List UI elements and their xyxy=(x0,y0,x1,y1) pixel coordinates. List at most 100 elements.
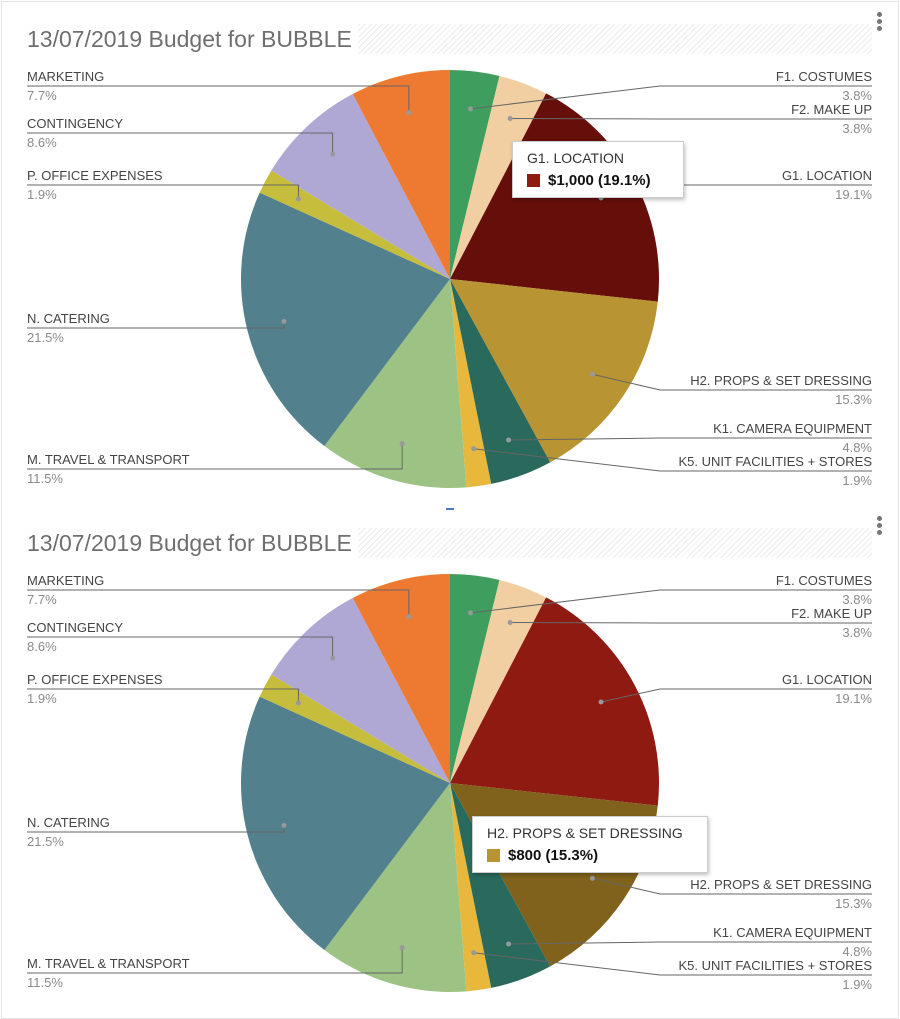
leader-dot xyxy=(281,318,287,324)
slice-percent: 8.6% xyxy=(27,135,57,150)
leader-dot xyxy=(467,106,473,112)
leader-dot xyxy=(295,196,301,202)
leader-dot xyxy=(506,941,512,947)
leader-dot xyxy=(281,822,287,828)
slice-percent: 21.5% xyxy=(27,834,64,849)
slice-percent: 1.9% xyxy=(842,977,872,992)
leader-dot xyxy=(399,945,405,951)
slice-percent: 11.5% xyxy=(27,471,63,486)
slice-label: M. TRAVEL & TRANSPORT xyxy=(27,956,190,971)
chart-title: 13/07/2019 Budget for BUBBLE xyxy=(27,528,358,558)
tooltip-title: H2. PROPS & SET DRESSING xyxy=(487,825,683,841)
slice-percent: 3.8% xyxy=(842,121,872,136)
leader-line xyxy=(470,85,872,110)
leader-dot xyxy=(467,610,473,616)
slice-label: P. OFFICE EXPENSES xyxy=(27,168,163,183)
leader-line xyxy=(27,947,403,974)
pie-slice[interactable] xyxy=(450,574,500,783)
leader-dot xyxy=(295,700,301,706)
pie-slice[interactable] xyxy=(450,783,492,992)
slice-percent: 19.1% xyxy=(835,691,872,706)
more-options-icon[interactable] xyxy=(872,514,886,540)
leader-line xyxy=(592,373,872,391)
chart-title-bar: 13/07/2019 Budget for BUBBLE xyxy=(27,528,872,558)
leader-dot xyxy=(589,371,595,377)
slice-percent: 21.5% xyxy=(27,330,64,345)
pie-slice[interactable] xyxy=(240,696,450,951)
slice-label: K1. CAMERA EQUIPMENT xyxy=(713,925,872,940)
leader-dot xyxy=(598,699,604,705)
slice-percent: 15.3% xyxy=(835,896,872,911)
chart-title: 13/07/2019 Budget for BUBBLE xyxy=(27,24,358,54)
tooltip-swatch xyxy=(487,849,500,862)
leader-dot xyxy=(406,110,412,116)
slice-label: F1. COSTUMES xyxy=(776,573,872,588)
pie-slice[interactable] xyxy=(450,70,500,279)
leader-line xyxy=(508,437,872,441)
slice-label: CONTINGENCY xyxy=(27,116,123,131)
slice-label: K5. UNIT FACILITIES + STORES xyxy=(679,958,873,973)
tooltip-swatch xyxy=(527,174,540,187)
chart-tooltip: H2. PROPS & SET DRESSING $800 (15.3%) xyxy=(472,816,708,873)
slice-label: P. OFFICE EXPENSES xyxy=(27,672,163,687)
leader-line xyxy=(27,636,334,659)
pie-slice[interactable] xyxy=(324,783,467,992)
leader-dot xyxy=(399,441,405,447)
leader-dot xyxy=(507,620,513,626)
pie-slice[interactable] xyxy=(450,279,551,484)
slice-label: F2. MAKE UP xyxy=(791,606,872,621)
pie-slice[interactable] xyxy=(271,94,450,280)
leader-line xyxy=(473,448,872,472)
pie-slice[interactable] xyxy=(240,192,450,447)
pie-slice[interactable] xyxy=(450,75,547,279)
slice-percent: 4.8% xyxy=(842,944,872,959)
slice-percent: 19.1% xyxy=(835,187,872,202)
slice-label: H2. PROPS & SET DRESSING xyxy=(690,877,872,892)
slice-percent: 1.9% xyxy=(27,187,57,202)
pie-slice[interactable] xyxy=(352,70,450,279)
leader-line xyxy=(600,688,872,703)
tooltip-value: $800 (15.3%) xyxy=(508,847,599,864)
pie-slice[interactable] xyxy=(259,674,450,783)
slice-label: N. CATERING xyxy=(27,815,110,830)
slice-label: G1. LOCATION xyxy=(782,168,872,183)
leader-dot xyxy=(471,446,477,452)
pie-slice[interactable] xyxy=(352,574,450,783)
scroll-indicator xyxy=(446,508,454,510)
leader-dot xyxy=(406,614,412,620)
slice-percent: 1.9% xyxy=(27,691,57,706)
slice-label: K5. UNIT FACILITIES + STORES xyxy=(679,454,873,469)
slice-label: MARKETING xyxy=(27,69,104,84)
tooltip-title: G1. LOCATION xyxy=(527,150,624,166)
leader-dot xyxy=(589,875,595,881)
slice-percent: 4.8% xyxy=(842,440,872,455)
pie-slice[interactable] xyxy=(324,279,467,488)
slice-percent: 1.9% xyxy=(842,473,872,488)
leader-dot xyxy=(506,437,512,443)
slice-label: M. TRAVEL & TRANSPORT xyxy=(27,452,190,467)
slice-label: F1. COSTUMES xyxy=(776,69,872,84)
slice-label: CONTINGENCY xyxy=(27,620,123,635)
pie-chart-card: 13/07/2019 Budget for BUBBLE F1. COSTUME… xyxy=(0,0,900,504)
chart-title-bar: 13/07/2019 Budget for BUBBLE xyxy=(27,24,872,54)
pie-chart-card: 13/07/2019 Budget for BUBBLE F1. COSTUME… xyxy=(0,504,900,1008)
leader-line xyxy=(508,941,872,945)
pie-slice[interactable] xyxy=(450,597,659,806)
pie-slice[interactable] xyxy=(259,170,450,279)
chart-tooltip: G1. LOCATION $1,000 (19.1%) xyxy=(512,141,684,198)
slice-label: F2. MAKE UP xyxy=(791,102,872,117)
slice-percent: 15.3% xyxy=(835,392,872,407)
pie-slice[interactable] xyxy=(271,598,450,783)
leader-line xyxy=(473,952,872,976)
pie-slice[interactable] xyxy=(450,279,658,463)
more-options-icon[interactable] xyxy=(872,10,886,36)
leader-line xyxy=(592,877,872,895)
pie-slice[interactable] xyxy=(450,579,547,783)
leader-line xyxy=(27,443,403,470)
slice-label: MARKETING xyxy=(27,573,104,588)
pie-slice[interactable] xyxy=(450,279,492,488)
slice-label: H2. PROPS & SET DRESSING xyxy=(690,373,872,388)
leader-dot xyxy=(507,116,513,122)
slice-percent: 3.8% xyxy=(842,592,872,607)
